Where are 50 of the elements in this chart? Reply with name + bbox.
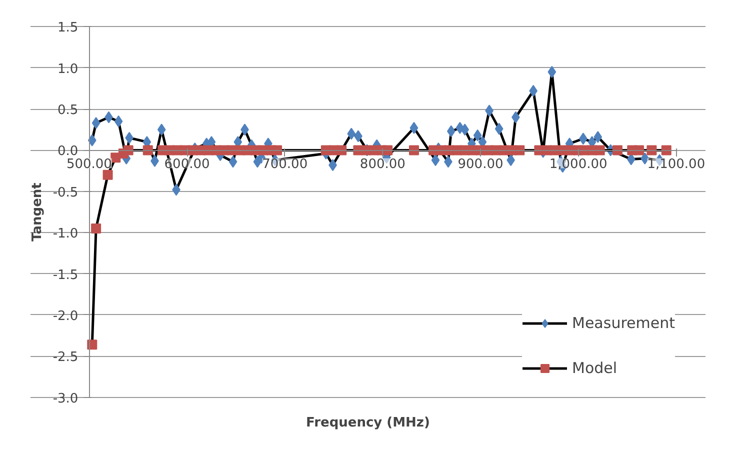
point: [272, 145, 282, 156]
x-tick-label: 1,100.00: [647, 157, 706, 172]
point: [594, 145, 605, 156]
point: [142, 145, 153, 156]
point: [594, 131, 602, 144]
x-axis-title: Frequency (MHz): [306, 416, 430, 430]
point: [114, 115, 123, 128]
point: [548, 66, 556, 78]
point: [123, 145, 134, 156]
point: [347, 128, 356, 140]
y-tick-label: -1.5: [52, 268, 78, 283]
x-tick-label: 800.00: [360, 157, 406, 172]
point: [336, 145, 347, 156]
x-tick-label: 500.00: [66, 157, 112, 172]
point: [514, 145, 525, 156]
y-tick-label: 1.5: [58, 20, 78, 36]
point: [157, 124, 166, 136]
x-tick-label: 1,000.00: [549, 157, 608, 172]
point: [88, 134, 96, 146]
y-tick-label: -0.5: [52, 185, 78, 200]
point: [640, 152, 650, 164]
y-tick-label: 0.5: [58, 103, 78, 118]
point: [446, 125, 456, 138]
legend-label: Model: [572, 359, 618, 377]
legend-label: Measurement: [572, 314, 675, 332]
point: [410, 122, 418, 134]
x-tick-label: 700.00: [262, 157, 308, 172]
point: [473, 129, 482, 142]
point: [431, 154, 440, 166]
y-axis-title: Tangent: [30, 182, 46, 242]
point: [460, 124, 470, 136]
point: [612, 145, 622, 156]
point: [646, 145, 657, 156]
point: [91, 223, 102, 234]
point: [408, 145, 419, 156]
point: [102, 170, 113, 180]
point: [661, 145, 672, 156]
y-tick-label: -2.5: [52, 350, 78, 366]
point: [87, 340, 98, 350]
point: [634, 145, 644, 156]
x-tick-label: 600.00: [164, 157, 210, 172]
point: [494, 122, 504, 135]
point: [92, 117, 100, 130]
y-tick-label: 0.0: [58, 144, 78, 160]
point: [228, 156, 238, 168]
y-tick-label: 1.0: [58, 62, 78, 77]
y-tick-label: -2.0: [52, 308, 78, 324]
y-tick-label: -3.0: [52, 391, 78, 406]
x-tick-label: 900.00: [458, 157, 504, 172]
y-tick-label: -1.0: [52, 226, 78, 242]
